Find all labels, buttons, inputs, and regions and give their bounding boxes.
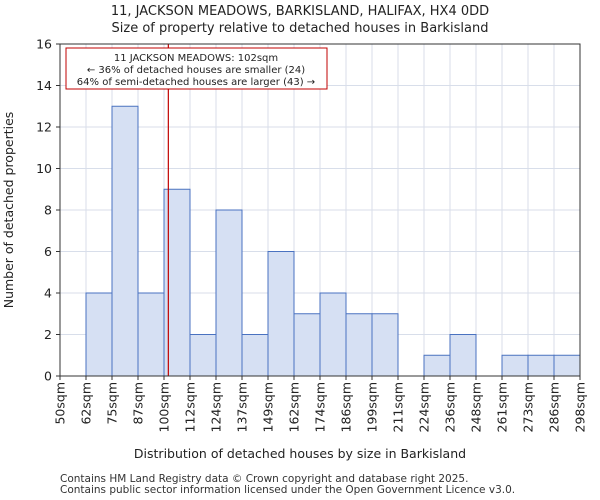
bar [449,334,477,377]
footer-line-1: Contains HM Land Registry data © Crown c… [60,473,469,485]
x-tick-label: 211sqm [391,382,406,432]
x-tick-label: 62sqm [79,382,94,425]
y-tick-label: 8 [44,203,52,218]
x-tick-label: 137sqm [235,382,250,432]
bar [215,209,243,377]
bar [501,354,529,377]
bar [85,292,113,377]
bars [85,105,581,377]
x-axis-ticks: 50sqm 62sqm 75sqm 87sqm 100sqm 112sqm 124sqm 13… [53,376,588,432]
bar [345,313,373,377]
y-axis-label: Number of detached properties [1,112,16,309]
x-tick-label: 50sqm [53,382,68,425]
bar [527,354,555,377]
x-tick-label: 199sqm [365,382,380,432]
bar [267,251,295,377]
x-tick-label: 149sqm [261,382,276,432]
plot-frame [59,43,581,377]
bar [137,292,165,377]
bar [293,313,321,377]
bar [241,334,269,377]
y-tick-label: 14 [36,78,52,93]
x-tick-label: 273sqm [521,382,536,432]
y-tick-label: 10 [36,161,52,176]
annotation-line-3: 64% of semi-detached houses are larger (… [77,77,315,88]
x-tick-label: 162sqm [287,382,302,432]
footer-line-2: Contains public sector information licen… [60,484,516,496]
x-tick-label: 186sqm [339,382,354,432]
x-tick-label: 75sqm [105,382,120,425]
x-tick-label: 236sqm [443,382,458,432]
x-tick-label: 298sqm [573,382,588,432]
x-tick-label: 261sqm [495,382,510,432]
y-tick-label: 16 [36,37,52,52]
chart-title: 11, JACKSON MEADOWS, BARKISLAND, HALIFAX… [110,4,490,19]
x-axis-label: Distribution of detached houses by size … [134,446,466,461]
y-tick-label: 2 [44,327,52,342]
y-tick-label: 0 [44,369,52,384]
y-tick-label: 12 [36,120,52,135]
x-tick-label: 174sqm [313,382,328,432]
annotation-box: 11 JACKSON MEADOWS: 102sqm ← 36% of deta… [65,47,328,90]
x-tick-label: 286sqm [547,382,562,432]
bar [319,292,347,377]
x-tick-label: 224sqm [417,382,432,432]
y-axis-ticks: 0 2 4 6 8 10 12 14 16 [36,37,60,384]
chart-subtitle: Size of property relative to detached ho… [111,21,489,36]
x-tick-label: 100sqm [157,382,172,432]
annotation-line-1: 11 JACKSON MEADOWS: 102sqm [114,53,278,64]
y-tick-label: 4 [44,286,52,301]
bar [189,334,217,377]
annotation-line-2: ← 36% of detached houses are smaller (24… [87,65,305,76]
x-tick-label: 124sqm [209,382,224,432]
bar [423,354,451,377]
bar [553,354,581,377]
x-tick-label: 112sqm [183,382,198,432]
x-tick-label: 87sqm [131,382,146,425]
y-tick-label: 6 [44,244,52,259]
x-tick-label: 248sqm [469,382,484,432]
bar [371,313,399,377]
bar [111,105,139,377]
